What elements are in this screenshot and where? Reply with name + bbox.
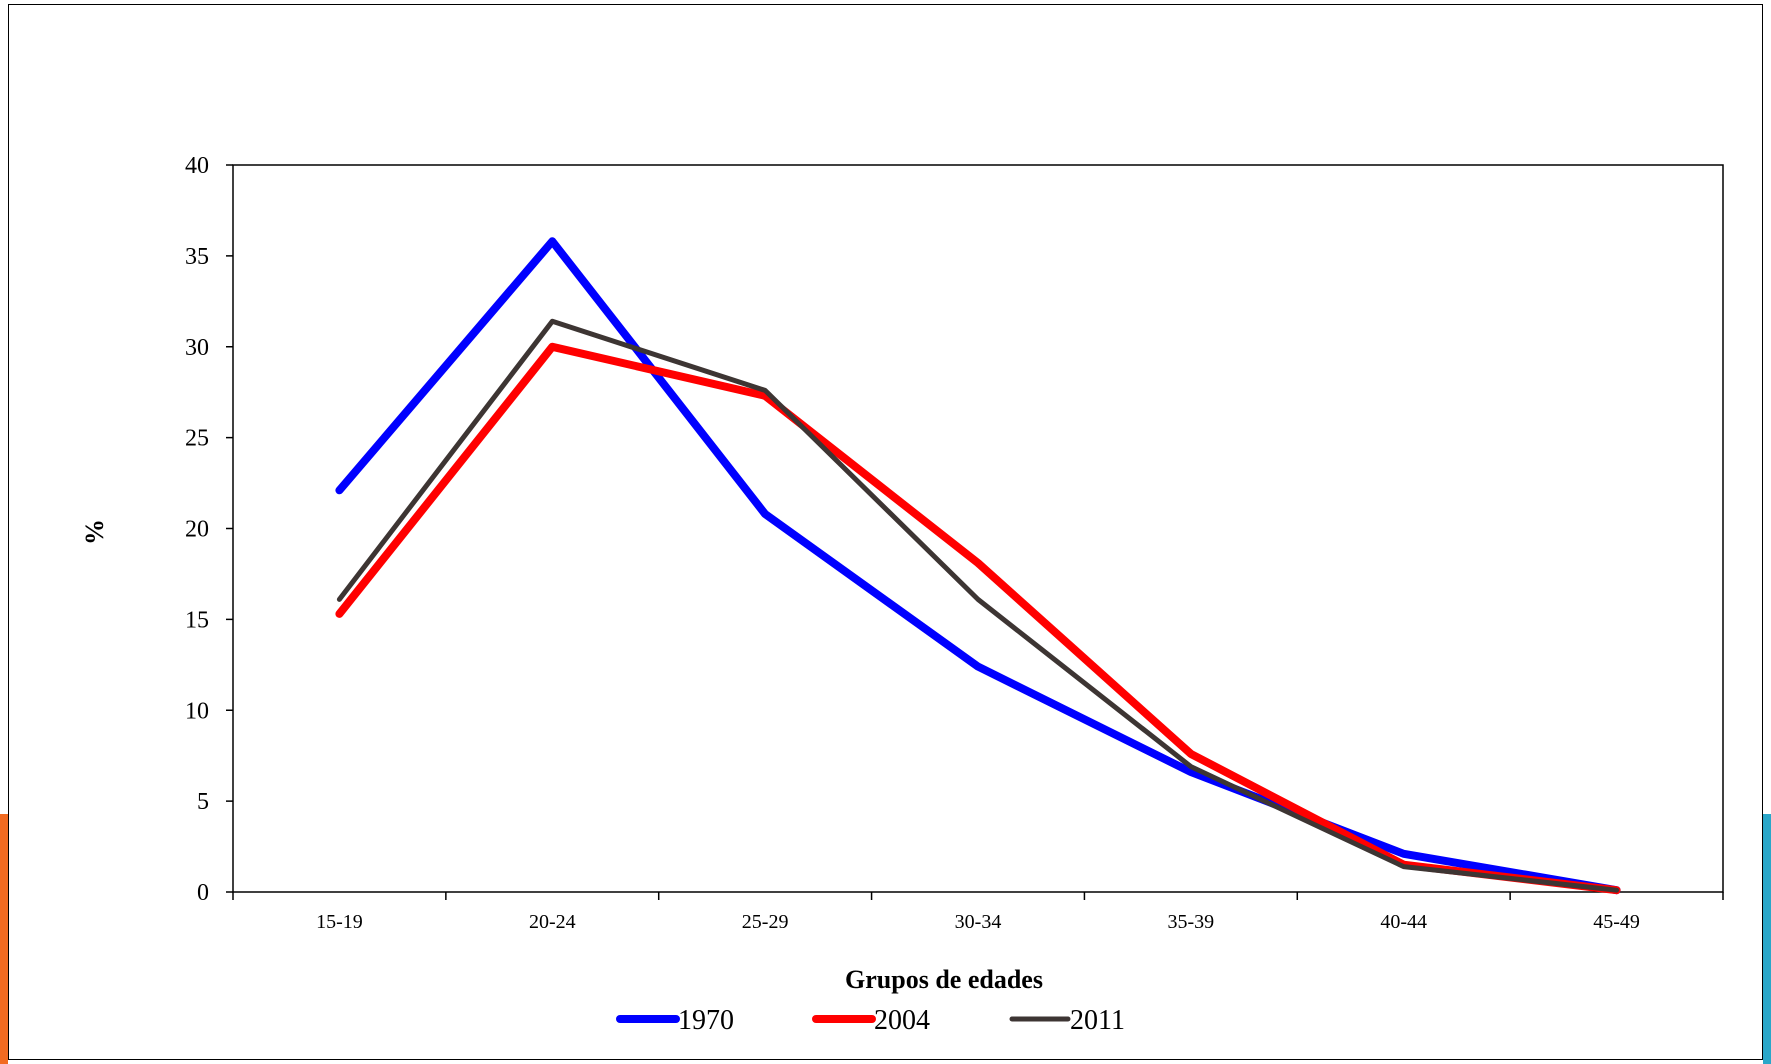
x-tick-label: 15-19	[316, 911, 363, 933]
x-tick-label: 40-44	[1380, 911, 1427, 933]
legend-label-1970: 1970	[678, 1005, 734, 1036]
chart-frame	[8, 4, 1763, 1060]
y-tick-label: 5	[197, 789, 209, 815]
legend-label-2004: 2004	[874, 1005, 930, 1036]
x-axis: 15-19 20-24 25-29 30-34 35-39 40-44 45-49	[232, 892, 1724, 933]
series-lines	[335, 237, 1621, 895]
series-line-2011	[336, 318, 1620, 893]
x-tick-label: 20-24	[529, 911, 576, 933]
right-accent-bar	[1763, 814, 1771, 1064]
x-tick-label: 35-39	[1168, 911, 1215, 933]
series-line-2004	[335, 342, 1621, 895]
x-tick-label: 30-34	[955, 911, 1002, 933]
legend: 1970 2004 2011	[616, 1005, 1125, 1036]
legend-label-2011: 2011	[1070, 1005, 1125, 1036]
left-accent-bar	[0, 814, 8, 1064]
y-tick-label: 35	[185, 244, 209, 270]
y-tick-label: 40	[185, 153, 209, 179]
y-tick-label: 15	[185, 607, 209, 633]
y-tick-label: 10	[185, 698, 209, 724]
y-axis: 0 5 10 15 20 25 30 35 40	[185, 153, 233, 906]
y-axis-title: %	[80, 519, 109, 545]
x-tick-label: 45-49	[1593, 911, 1640, 933]
series-line-1970	[335, 237, 1621, 895]
x-axis-title: Grupos de edades	[845, 965, 1043, 994]
y-tick-label: 20	[185, 517, 209, 543]
y-tick-label: 25	[185, 426, 209, 452]
y-tick-label: 0	[197, 880, 209, 906]
y-tick-label: 30	[185, 335, 209, 361]
x-tick-label: 25-29	[742, 911, 789, 933]
plot-area-border	[232, 164, 1724, 893]
